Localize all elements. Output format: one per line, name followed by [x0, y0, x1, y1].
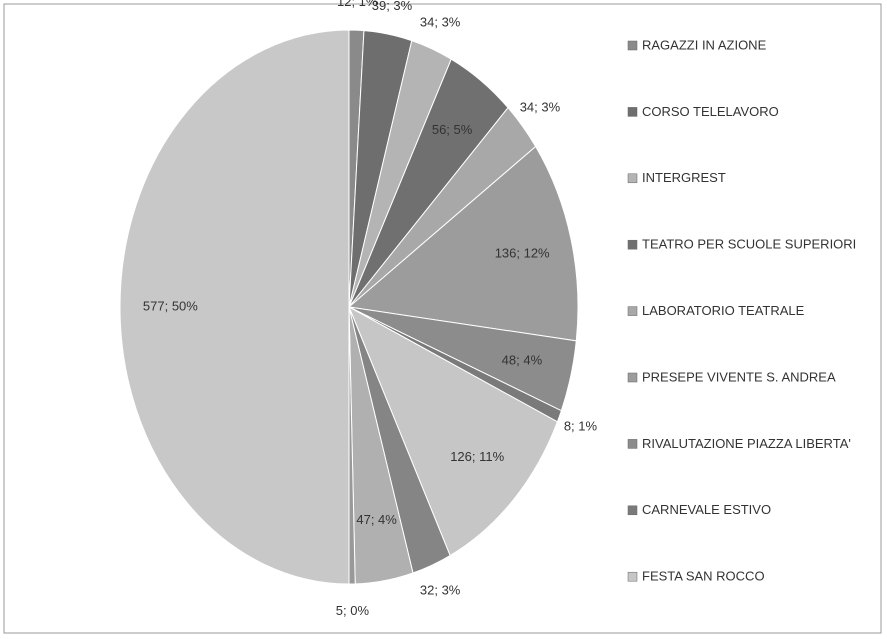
data-label: 39; 3% — [372, 0, 413, 13]
legend-swatch — [627, 107, 638, 117]
legend-label: CORSO TELELAVORO — [642, 104, 779, 119]
legend-label: RAGAZZI IN AZIONE — [642, 37, 767, 52]
legend-label: PRESEPE VIVENTE S. ANDREA — [642, 369, 836, 384]
legend-swatch — [627, 372, 638, 383]
legend-swatch — [627, 439, 638, 449]
data-label: 577; 50% — [143, 298, 198, 313]
legend-swatch — [627, 239, 638, 250]
legend-swatch — [627, 306, 638, 316]
data-label: 47; 4% — [356, 512, 397, 527]
legend-label: RIVALUTAZIONE PIAZZA LIBERTA' — [642, 436, 851, 451]
legend-swatch — [627, 40, 638, 51]
data-label: 12; 1% — [337, 0, 378, 9]
data-label: 34; 3% — [520, 100, 561, 115]
legend-label: INTERGREST — [642, 170, 726, 185]
pie-slice — [347, 145, 579, 342]
legend-label: TEATRO PER SCUOLE SUPERIORI — [642, 237, 856, 252]
pie-slice — [119, 29, 350, 585]
data-label: 48; 4% — [502, 353, 543, 368]
data-label: 5; 0% — [336, 603, 370, 618]
legend-swatch — [627, 173, 638, 184]
data-label: 8; 1% — [564, 419, 598, 434]
legend-swatch — [627, 505, 638, 516]
data-label: 56; 5% — [432, 122, 473, 137]
pie-slice — [348, 305, 559, 557]
legend-label: LABORATORIO TEATRALE — [642, 303, 805, 318]
legend-label: CARNEVALE ESTIVO — [642, 502, 771, 517]
data-label: 32; 3% — [420, 582, 461, 597]
data-label: 34; 3% — [420, 14, 461, 29]
data-label: 136; 12% — [495, 245, 550, 260]
data-label: 126; 11% — [450, 449, 504, 464]
legend-swatch — [627, 571, 638, 582]
legend-label: FESTA SAN ROCCO — [642, 569, 765, 584]
